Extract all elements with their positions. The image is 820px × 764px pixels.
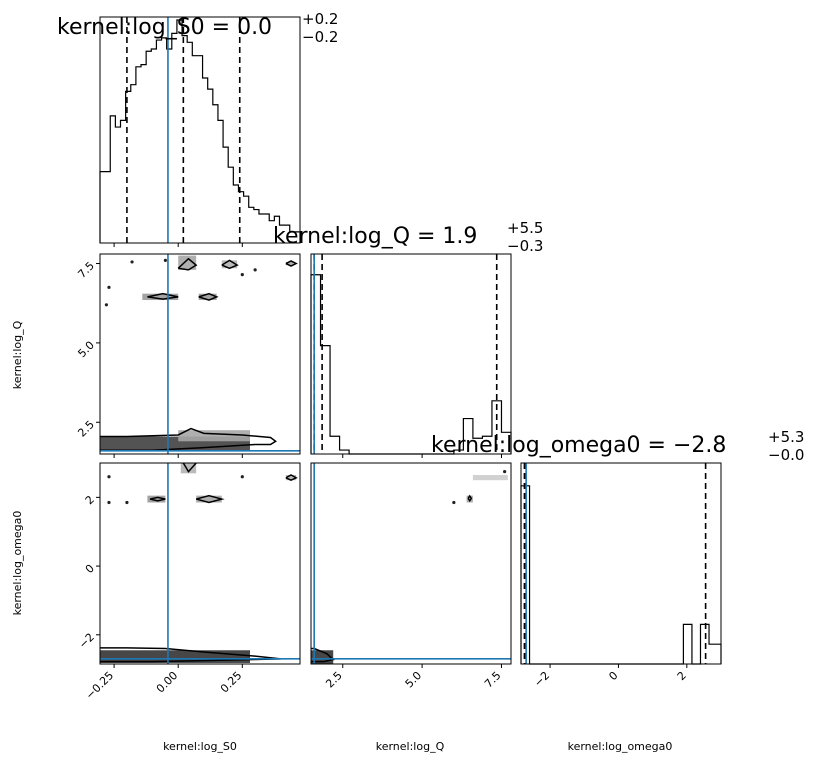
xaxis-log-q-ticklabel-2: 7.5	[482, 669, 504, 691]
xaxis-log-q-ticklabel-0: 2.5	[323, 669, 345, 691]
title-log-omega0-minus: −0.0	[768, 446, 804, 464]
ylabel-log-q: kernel:log_Q	[11, 320, 24, 389]
density-omega-vs-s0-blob-2	[196, 495, 222, 503]
density-q-vs-s0-dot-2	[240, 273, 244, 277]
density-q-vs-s0-contour-2	[198, 292, 219, 301]
xlabel-log-s0: kernel:log_S0	[163, 740, 237, 753]
density-omega-vs-s0-blob-4	[285, 475, 297, 481]
density-omega-vs-s0-dot-3	[125, 500, 129, 505]
hist-log-q-steps	[310, 274, 512, 455]
xlabel-log-q: kernel:log_Q	[376, 740, 445, 753]
density-omega-vs-s0-dot-0	[107, 475, 111, 479]
density-omega-vs-s0-blob-1	[147, 495, 166, 503]
density-omega-vs-s0-contour-2	[195, 494, 225, 504]
ylabel-log-omega0: kernel:log_omega0	[11, 511, 24, 616]
title-log-omega0-plus: +5.3	[768, 428, 804, 446]
density-q-vs-s0-blob-5	[221, 260, 238, 269]
panel-omega-vs-q	[310, 462, 512, 665]
xlabel-log-omega0: kernel:log_omega0	[568, 740, 673, 753]
density-omega-vs-q-dot-1	[503, 469, 507, 474]
title-log-q-plus: +5.5	[507, 219, 543, 237]
panel-log-q-hist	[310, 253, 512, 455]
title-log-q-main: kernel:log_Q = 1.9	[273, 224, 477, 249]
density-omega-vs-s0-group	[100, 463, 298, 663]
panel-q-vs-s0	[99, 253, 301, 455]
title-log-omega0: kernel:log_omega0 = −2.8 +5.3 −0.0	[431, 423, 811, 464]
xaxis-log-s0-ticklabel-0: −0.25	[83, 669, 116, 702]
density-omega-vs-s0-dot-1	[107, 500, 111, 505]
title-log-s0: kernel:log_S0 = 0.0 +0.2 −0.2	[57, 5, 345, 46]
density-omega-vs-q-blob-2	[472, 475, 508, 481]
title-log-s0-minus: −0.2	[302, 28, 338, 46]
density-omega-vs-s0-dot-2	[240, 475, 244, 479]
density-omega-vs-q-dot-0	[452, 500, 456, 505]
axes-frames	[99, 16, 722, 665]
panel-log-omega0-hist	[520, 462, 722, 665]
yaxis-log-q-ticklabel-1: 5.0	[75, 339, 97, 361]
xaxis-log-q-ticklabel-1: 5.0	[403, 669, 425, 691]
density-omega-vs-s0-contour-4	[285, 474, 298, 482]
density-q-vs-s0-contour-1	[147, 292, 179, 300]
density-omega-vs-s0-contour-0	[100, 647, 281, 663]
density-omega-vs-s0-contour-3	[182, 463, 197, 473]
title-log-s0-plus: +0.2	[302, 10, 338, 28]
title-log-s0-main: kernel:log_S0 = 0.0	[57, 15, 272, 40]
hist-log-s0-steps	[99, 19, 301, 243]
title-log-q-minus: −0.3	[507, 237, 543, 255]
plot-lines	[99, 17, 722, 665]
xaxis-log-s0-ticklabel-2: 0.25	[218, 669, 245, 696]
yaxis-log-omega0-ticklabel-0: −2	[76, 631, 97, 652]
title-log-q: kernel:log_Q = 1.9 +5.5 −0.3	[273, 214, 550, 255]
density-omega-vs-q-contour-1	[467, 494, 473, 503]
xaxis-log-omega0-ticklabel-2: 2	[675, 669, 689, 683]
density-q-vs-s0-contour-3	[177, 257, 198, 271]
xaxis-log-omega0-ticklabel-0: −2	[532, 669, 553, 690]
density-omega-vs-q-blob-1	[466, 495, 473, 503]
yaxis-log-omega0-ticklabel-2: 2	[83, 493, 97, 507]
yaxis-log-q-ticklabel-2: 7.5	[75, 259, 97, 281]
density-q-vs-s0-blob-3	[198, 293, 217, 301]
panel-omega-vs-s0	[99, 462, 301, 665]
density-q-vs-s0-dot-5	[130, 260, 134, 264]
density-q-vs-s0-blob-6	[285, 261, 294, 266]
density-q-vs-s0-contour-0	[100, 427, 277, 451]
yaxis-log-omega0-ticklabel-1: 0	[83, 562, 97, 576]
panel-log-s0-hist	[99, 16, 301, 244]
yaxis-log-q-ticklabel-0: 2.5	[75, 418, 97, 440]
density-omega-vs-s0-blob-3	[180, 463, 197, 474]
density-q-vs-s0-group	[100, 255, 298, 451]
density-q-vs-s0-dot-0	[107, 285, 111, 289]
hist-log-omega0-steps	[520, 485, 722, 665]
density-q-vs-s0-contour-5	[285, 260, 298, 267]
title-log-omega0-main: kernel:log_omega0 = −2.8	[431, 433, 726, 458]
density-omega-vs-s0-contour-1	[149, 496, 166, 502]
density-omega-vs-q-group	[311, 469, 508, 664]
density-q-vs-s0-blob-2	[142, 293, 179, 301]
density-q-vs-s0-dot-1	[104, 303, 109, 307]
density-q-vs-s0-contour-4	[221, 259, 239, 270]
density-q-vs-s0-dot-3	[253, 268, 257, 272]
xaxis-log-omega0-ticklabel-1: 0	[606, 669, 620, 683]
density-q-vs-s0-blob-1	[178, 430, 250, 442]
density-q-vs-s0-blob-4	[178, 255, 197, 270]
xaxis-log-s0-ticklabel-1: 0.00	[154, 669, 181, 696]
density-q-vs-s0-dot-4	[163, 258, 167, 262]
density-fills	[100, 255, 508, 664]
